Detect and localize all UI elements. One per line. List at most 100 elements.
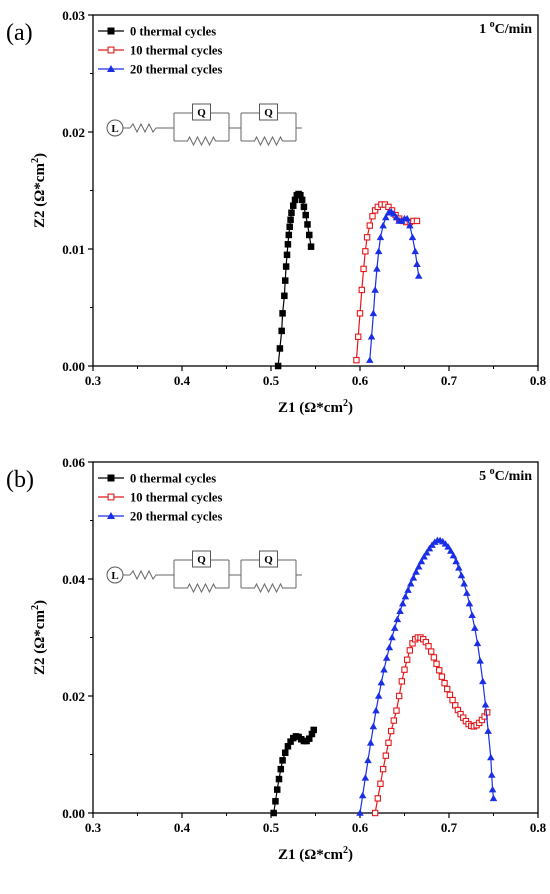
data-point	[417, 557, 426, 565]
series-1	[371, 634, 491, 817]
data-point	[373, 265, 381, 272]
data-point	[307, 243, 315, 250]
data-point	[277, 765, 285, 773]
data-point	[427, 648, 435, 655]
legend-marker	[107, 493, 115, 501]
data-point	[281, 277, 289, 284]
data-point	[366, 356, 374, 363]
data-point	[284, 241, 292, 248]
data-point	[479, 677, 487, 685]
x-tick-label: 0.8	[530, 373, 547, 388]
x-tick-label: 0.3	[85, 373, 102, 388]
data-point	[471, 624, 479, 631]
data-point	[379, 221, 387, 229]
data-point	[395, 692, 403, 700]
data-point	[406, 647, 414, 654]
data-point	[364, 756, 372, 764]
data-point	[413, 260, 421, 267]
y-tick-label: 0.00	[62, 806, 85, 821]
data-point	[487, 771, 496, 778]
data-point	[484, 709, 491, 716]
x-tick-label: 0.5	[263, 820, 280, 835]
series-line	[369, 210, 420, 361]
data-point	[286, 223, 293, 231]
data-point	[366, 739, 375, 746]
equivalent-circuit: L Q Q	[106, 550, 302, 594]
data-point	[385, 643, 394, 651]
data-point	[371, 809, 379, 817]
data-point	[401, 592, 410, 600]
cpe-icon	[192, 103, 211, 121]
data-point	[408, 233, 417, 241]
legend-label: 10 thermal cycles	[130, 491, 222, 505]
data-point	[281, 749, 289, 756]
legend: 0 thermal cycles 10 thermal cycles 20 ther…	[98, 25, 222, 77]
data-point	[276, 345, 284, 352]
legend-item: 20 thermal cycles	[98, 63, 222, 77]
data-point	[390, 624, 399, 631]
x-tick-label: 0.7	[441, 373, 458, 388]
panel-label: (a)	[6, 20, 33, 46]
data-point	[423, 548, 431, 556]
data-point	[398, 678, 406, 685]
data-point	[473, 639, 482, 647]
x-axis-label: Z1 (Ω*cm2)	[278, 398, 353, 416]
data-point	[372, 706, 380, 714]
cpe-icon	[259, 550, 278, 568]
data-point	[425, 544, 434, 552]
data-point	[460, 579, 468, 587]
data-point	[273, 786, 281, 793]
legend-marker	[107, 27, 115, 35]
y-tick-label: 0.04	[62, 572, 85, 587]
x-tick-label: 0.4	[174, 373, 191, 388]
data-point	[367, 333, 376, 340]
data-point	[465, 599, 474, 607]
resistor-icon	[129, 569, 168, 581]
y-tick-label: 0.06	[62, 455, 85, 470]
legend-marker	[107, 512, 115, 519]
data-point	[444, 685, 451, 693]
legend-marker	[107, 65, 115, 72]
inductor-label: L	[111, 123, 118, 135]
data-point	[356, 809, 364, 816]
data-point	[356, 310, 364, 317]
x-tick-label: 0.3	[85, 820, 102, 835]
data-point	[291, 196, 299, 204]
data-point	[385, 739, 392, 746]
data-point	[388, 633, 396, 641]
legend-item: 0 thermal cycles	[98, 25, 216, 39]
data-point	[308, 730, 316, 738]
cpe-label: Q	[197, 554, 206, 566]
data-point	[433, 660, 440, 668]
series-0	[270, 726, 317, 817]
data-point	[361, 774, 370, 781]
data-point	[374, 692, 383, 699]
data-point	[377, 780, 384, 787]
data-point	[360, 265, 367, 273]
resistor-icon	[241, 582, 296, 594]
data-point	[387, 727, 395, 735]
cpe-label: Q	[264, 554, 273, 566]
data-point	[457, 571, 466, 579]
rate-annotation: 5 oC/min	[479, 466, 532, 484]
data-point	[353, 356, 360, 364]
data-point	[300, 203, 308, 211]
data-point	[310, 726, 317, 734]
data-point	[371, 286, 379, 293]
resistor-icon	[129, 122, 168, 134]
data-point	[369, 213, 376, 220]
data-point	[481, 701, 490, 708]
data-point	[396, 607, 404, 614]
data-point	[288, 209, 295, 216]
data-point	[362, 248, 369, 255]
data-point	[298, 196, 306, 204]
data-point	[287, 738, 294, 745]
data-point	[363, 234, 371, 241]
data-point	[390, 717, 398, 724]
x-tick-label: 0.4	[174, 820, 191, 835]
panel-b: (b) 0.3 0.4 0.5 0.6 0.7 0.8 0.00 0.02 0.04 0.06 Z1 …	[0, 447, 550, 894]
data-point	[382, 213, 390, 221]
panel-a: (a) 0.3 0.4 0.5 0.6 0.7 0.8 0.00 0.01 0.02 0.03 Z1 …	[6, 8, 547, 416]
data-point	[282, 263, 290, 270]
data-point	[281, 292, 288, 300]
